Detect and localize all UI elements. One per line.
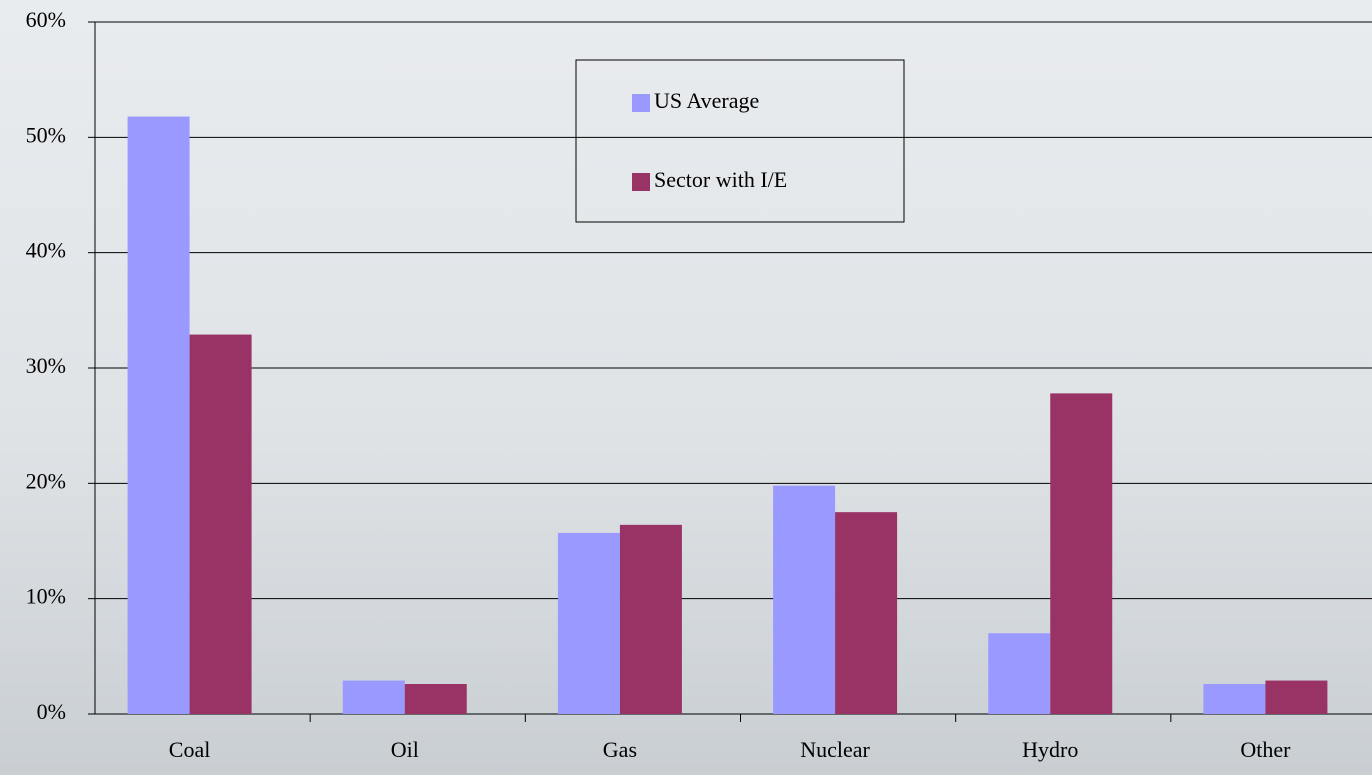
- y-tick-label: 30%: [26, 353, 66, 378]
- legend-label: Sector with I/E: [654, 167, 787, 192]
- y-tick-label: 0%: [37, 699, 66, 724]
- legend-box: [575, 59, 905, 223]
- x-tick-label: Nuclear: [800, 737, 870, 762]
- y-tick-label: 10%: [26, 584, 66, 609]
- legend-label: US Average: [654, 88, 759, 113]
- x-tick-label: Gas: [603, 737, 637, 762]
- bar: [835, 512, 898, 714]
- y-tick-label: 50%: [26, 122, 66, 147]
- bar: [988, 633, 1051, 714]
- x-tick-label: Oil: [391, 737, 419, 762]
- bar: [1265, 680, 1328, 714]
- bar: [342, 680, 405, 714]
- bar: [557, 532, 620, 714]
- bar: [189, 334, 252, 714]
- legend-swatch: [632, 173, 650, 191]
- bar: [619, 524, 682, 714]
- bar: [127, 116, 190, 714]
- x-tick-label: Coal: [169, 737, 211, 762]
- y-tick-label: 20%: [26, 468, 66, 493]
- y-tick-label: 60%: [26, 7, 66, 32]
- bar: [1050, 393, 1113, 714]
- legend-swatch: [632, 94, 650, 112]
- bar: [1203, 684, 1266, 714]
- x-tick-label: Hydro: [1022, 737, 1078, 762]
- y-tick-label: 40%: [26, 238, 66, 263]
- bar: [773, 485, 836, 714]
- bar: [404, 684, 467, 714]
- x-tick-label: Other: [1240, 737, 1291, 762]
